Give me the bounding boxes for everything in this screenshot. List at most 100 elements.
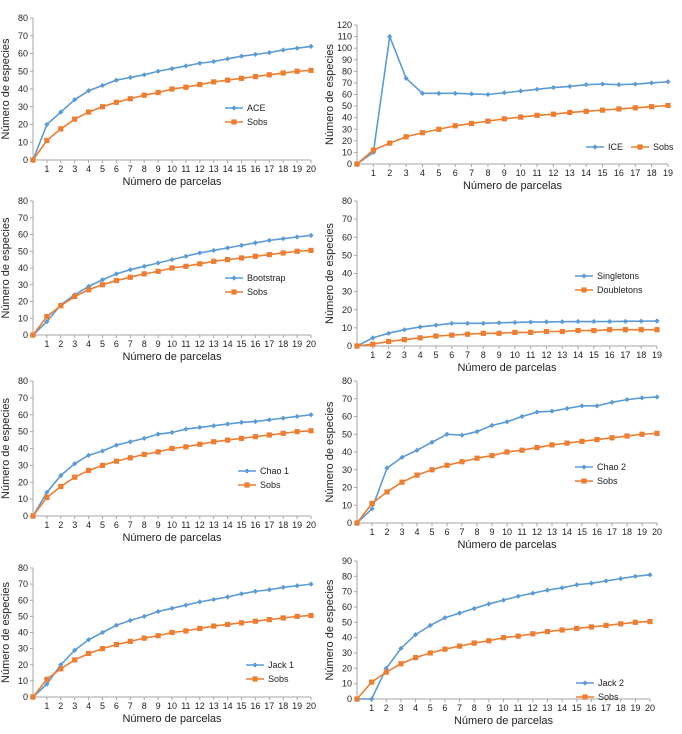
x-axis-label: Número de parcelas [463,180,563,192]
data-point [238,591,245,597]
data-point [99,277,106,283]
data-point [155,449,161,455]
legend-label: Bootstrap [247,273,286,283]
data-point [550,84,557,91]
data-point [211,247,217,254]
data-point [72,647,78,653]
data-point [471,605,477,612]
data-point [141,92,147,98]
data-point [211,596,217,603]
series-line-ace [32,45,312,161]
data-point [169,86,175,92]
x-tick-label: 12 [532,527,542,537]
y-tick-label: 20 [342,305,352,315]
x-tick-label: 20 [645,703,655,713]
data-point [387,140,393,146]
x-tick-label: 20 [306,701,316,711]
y-tick-label: 40 [342,113,352,123]
data-point [654,394,660,400]
data-point [280,47,286,53]
data-point [622,327,629,333]
y-tick-label: 0 [23,692,28,702]
x-tick-label: 5 [433,350,438,360]
y-tick-label: 20 [342,483,352,493]
data-point [308,247,314,254]
data-point [252,434,258,440]
data-point [183,426,189,432]
y-tick-label: 0 [347,341,352,351]
data-point [127,267,133,273]
x-tick-label: 3 [72,164,77,174]
legend-swatch-marker [231,275,237,281]
y-tick-label: 90 [342,55,352,65]
x-tick-label: 14 [562,527,572,537]
x-tick-label: 5 [429,527,434,537]
y-tick-label: 70 [342,78,352,88]
x-tick-label: 15 [572,703,582,713]
y-tick-label: 0 [347,518,352,528]
data-point [518,88,524,94]
data-point [433,333,439,339]
data-point [504,449,510,455]
legend-label: Chao 2 [597,462,626,472]
legend-swatch-marker [581,287,587,293]
data-point [444,462,450,468]
data-point [280,615,286,621]
x-tick-label: 1 [44,164,49,174]
data-point [486,601,492,607]
data-point [385,330,392,336]
data-point [294,248,300,254]
data-point [401,327,407,333]
series-line-ice [356,33,669,165]
data-point [419,130,426,136]
data-point [294,68,300,74]
x-tick-label: 14 [581,168,591,178]
y-tick-label: 80 [342,571,352,581]
y-tick-label: 70 [342,214,352,224]
data-point [543,319,550,325]
series-line-sobs [32,614,312,698]
legend-label: Chao 1 [260,466,289,476]
data-point [44,681,50,687]
data-point [58,472,64,479]
data-point [512,329,518,336]
x-tick-label: 14 [223,164,233,174]
data-point [197,60,203,66]
data-point [197,599,203,605]
x-tick-label: 16 [250,339,260,349]
data-point [308,612,314,619]
x-tick-label: 11 [181,164,190,174]
data-point [583,82,589,88]
legend-label: Sobs [268,674,289,684]
data-point [544,587,551,593]
data-point [72,293,78,300]
data-point [616,82,622,88]
data-point [442,615,448,621]
data-point [489,452,495,459]
y-tick-label: 50 [18,246,28,256]
y-tick-label: 60 [18,410,28,420]
data-point [99,448,106,454]
data-point [58,666,64,672]
x-tick-label: 18 [616,703,626,713]
x-tick-label: 2 [386,350,391,360]
y-tick-label: 60 [18,230,28,240]
data-point [280,430,286,436]
data-point [549,442,555,448]
data-point [183,602,189,608]
x-tick-label: 8 [142,701,147,711]
x-tick-label: 3 [398,703,403,713]
data-point [654,327,660,333]
data-point [632,81,638,87]
x-tick-label: 4 [86,164,91,174]
y-tick-label: 50 [18,66,28,76]
data-point [429,467,435,473]
data-point [638,318,644,324]
x-tick-label: 16 [250,164,260,174]
data-point [544,628,551,635]
data-point [252,253,258,259]
legend-swatch-marker [637,144,643,150]
data-point [480,330,486,336]
